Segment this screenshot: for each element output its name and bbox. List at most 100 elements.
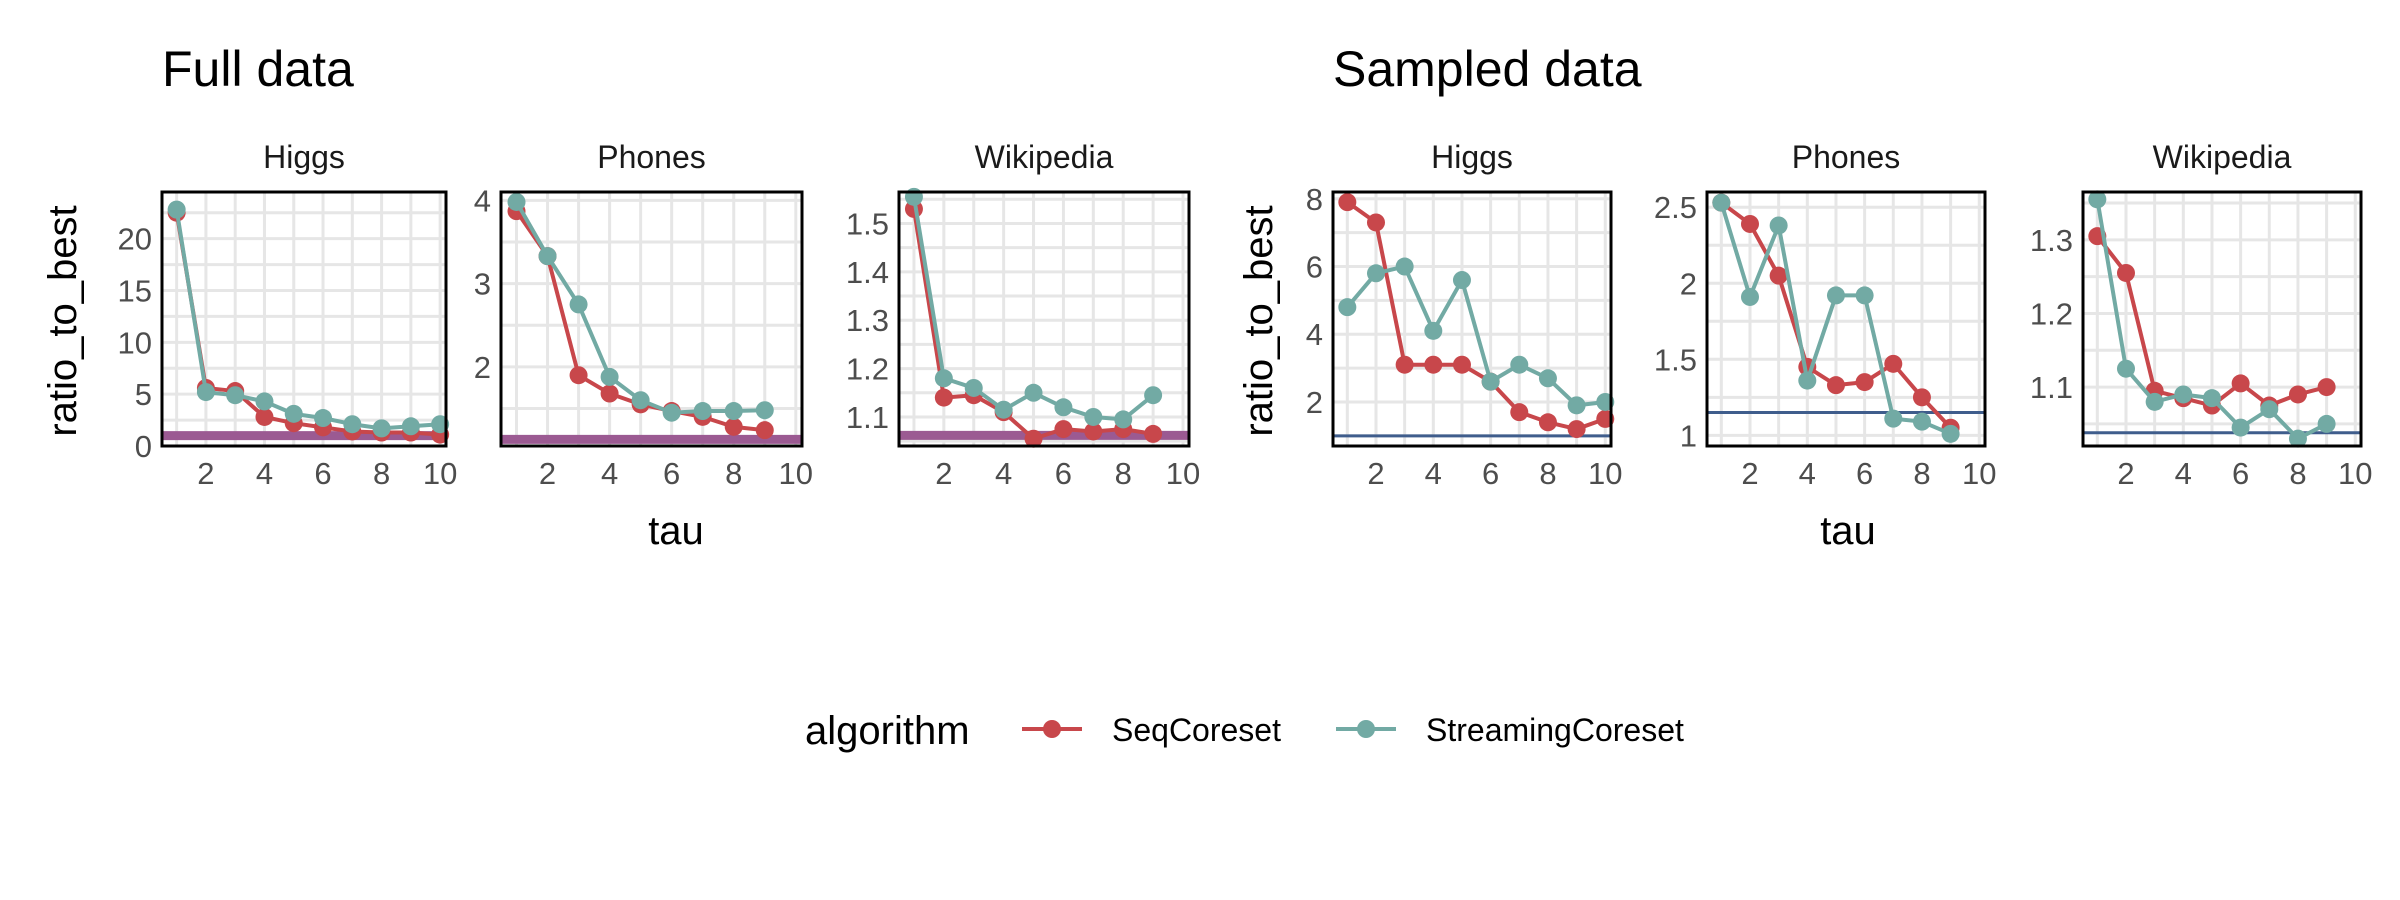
panel-frame-g0-p1 bbox=[499, 190, 804, 448]
panel-frame-g0-p2 bbox=[897, 190, 1191, 448]
point-g1-p1-seqcoreset-6 bbox=[1884, 354, 1903, 373]
point-g1-p1-seqcoreset-1 bbox=[1740, 214, 1759, 233]
point-g0-p2-seqcoreset-4 bbox=[1024, 429, 1043, 448]
panel-frame-g0-p0 bbox=[160, 190, 448, 448]
y-tick-label-g1-p0-1: 4 bbox=[1306, 317, 1323, 352]
point-g0-p2-streamingcoreset-2 bbox=[964, 378, 983, 397]
strip-label-g0-p1: Phones bbox=[597, 139, 706, 175]
point-g1-p0-streamingcoreset-8 bbox=[1567, 396, 1586, 415]
point-g0-p2-seqcoreset-1 bbox=[934, 388, 953, 407]
point-g1-p2-streamingcoreset-0 bbox=[2088, 190, 2107, 209]
point-g1-p0-streamingcoreset-0 bbox=[1338, 298, 1357, 317]
point-g0-p0-streamingcoreset-1 bbox=[196, 383, 215, 402]
point-g1-p0-streamingcoreset-3 bbox=[1424, 321, 1443, 340]
x-tick-label-g1-p1-0: 2 bbox=[1741, 456, 1758, 491]
strip-label-g1-p1: Phones bbox=[1792, 139, 1901, 175]
y-tick-label-g1-p1-2: 2 bbox=[1680, 266, 1697, 301]
legend-title: algorithm bbox=[805, 709, 970, 753]
point-g1-p0-streamingcoreset-7 bbox=[1538, 369, 1557, 388]
legend-item-streamingcoreset: StreamingCoreset bbox=[1336, 712, 1684, 748]
point-g1-p0-streamingcoreset-1 bbox=[1366, 264, 1385, 283]
panel-frame-g1-p0 bbox=[1331, 190, 1613, 448]
point-g0-p2-streamingcoreset-3 bbox=[994, 400, 1013, 419]
legend-key-point-streamingcoreset bbox=[1357, 720, 1375, 738]
x-tick-label-g1-p0-1: 4 bbox=[1425, 456, 1442, 491]
point-g0-p1-streamingcoreset-3 bbox=[600, 367, 619, 386]
point-g0-p1-seqcoreset-3 bbox=[600, 384, 619, 403]
point-g1-p0-seqcoreset-3 bbox=[1424, 355, 1443, 374]
x-tick-label-g0-p1-3: 8 bbox=[725, 456, 742, 491]
point-g0-p0-streamingcoreset-2 bbox=[226, 386, 245, 405]
x-tick-label-g1-p1-2: 6 bbox=[1856, 456, 1873, 491]
point-g0-p2-streamingcoreset-1 bbox=[934, 369, 953, 388]
point-g0-p1-streamingcoreset-6 bbox=[693, 402, 712, 421]
y-tick-label-g0-p0-2: 10 bbox=[118, 325, 152, 360]
point-g1-p0-seqcoreset-8 bbox=[1567, 420, 1586, 439]
legend-key-point-seqcoreset bbox=[1043, 720, 1061, 738]
point-g0-p1-streamingcoreset-0 bbox=[507, 192, 526, 211]
point-g0-p1-streamingcoreset-7 bbox=[724, 402, 743, 421]
x-tick-label-g0-p0-0: 2 bbox=[197, 456, 214, 491]
panel-g0-p1-phones: Phones 2 4 6 8 10 2 3 4 bbox=[474, 139, 813, 491]
point-g1-p1-streamingcoreset-3 bbox=[1798, 371, 1817, 390]
x-tick-label-g1-p0-0: 2 bbox=[1367, 456, 1384, 491]
y-tick-label-g0-p2-0: 1.1 bbox=[846, 400, 889, 435]
point-g0-p2-streamingcoreset-6 bbox=[1084, 407, 1103, 426]
point-g1-p1-seqcoreset-7 bbox=[1912, 388, 1931, 407]
x-tick-label-g0-p1-1: 4 bbox=[601, 456, 618, 491]
series-line-g1-p0-streamingcoreset bbox=[1345, 264, 1606, 408]
x-tick-label-g1-p2-2: 6 bbox=[2232, 456, 2249, 491]
point-g1-p2-streamingcoreset-1 bbox=[2116, 359, 2135, 378]
point-g1-p0-seqcoreset-0 bbox=[1338, 193, 1357, 212]
strip-label-g0-p2: Wikipedia bbox=[975, 139, 1114, 175]
y-tick-label-g0-p0-0: 0 bbox=[135, 429, 152, 464]
point-g1-p1-streamingcoreset-2 bbox=[1769, 216, 1788, 235]
panel-frame-g1-p2 bbox=[2081, 190, 2363, 448]
series-line-g0-p0-seqcoreset bbox=[174, 212, 441, 437]
point-g0-p1-seqcoreset-2 bbox=[569, 366, 588, 385]
point-g1-p2-streamingcoreset-6 bbox=[2260, 400, 2279, 419]
point-g1-p2-seqcoreset-1 bbox=[2116, 263, 2135, 282]
point-g0-p2-streamingcoreset-5 bbox=[1054, 398, 1073, 417]
y-tick-label-g0-p0-3: 15 bbox=[118, 273, 152, 308]
series-line-g0-p0-streamingcoreset bbox=[174, 209, 441, 431]
point-g1-p0-seqcoreset-4 bbox=[1452, 355, 1471, 374]
point-g1-p1-seqcoreset-2 bbox=[1769, 266, 1788, 285]
y-tick-label-g0-p2-3: 1.4 bbox=[846, 255, 889, 290]
point-g1-p2-streamingcoreset-3 bbox=[2174, 385, 2193, 404]
group-title-sampled: Sampled data bbox=[1333, 41, 1642, 97]
point-g1-p1-seqcoreset-5 bbox=[1855, 373, 1874, 392]
point-g0-p1-streamingcoreset-4 bbox=[631, 391, 650, 410]
y-tick-label-g1-p0-3: 8 bbox=[1306, 182, 1323, 217]
point-g0-p2-seqcoreset-5 bbox=[1054, 420, 1073, 439]
x-tick-label-g0-p0-1: 4 bbox=[256, 456, 273, 491]
x-tick-label-g1-p0-3: 8 bbox=[1539, 456, 1556, 491]
y-tick-label-g0-p2-1: 1.2 bbox=[846, 352, 889, 387]
point-g0-p1-streamingcoreset-5 bbox=[662, 403, 681, 422]
x-tick-label-g0-p1-4: 10 bbox=[779, 456, 813, 491]
x-tick-label-g1-p2-3: 8 bbox=[2289, 456, 2306, 491]
point-g0-p0-seqcoreset-3 bbox=[255, 407, 274, 426]
point-g1-p0-streamingcoreset-6 bbox=[1510, 355, 1529, 374]
point-g0-p2-streamingcoreset-7 bbox=[1114, 410, 1133, 429]
x-tick-label-g0-p0-4: 10 bbox=[423, 456, 457, 491]
point-g0-p0-streamingcoreset-4 bbox=[284, 404, 303, 423]
x-tick-label-g0-p0-3: 8 bbox=[373, 456, 390, 491]
point-g0-p0-streamingcoreset-5 bbox=[314, 409, 333, 428]
point-g0-p2-streamingcoreset-8 bbox=[1144, 386, 1163, 405]
x-tick-label-g0-p2-1: 4 bbox=[995, 456, 1012, 491]
point-g1-p0-seqcoreset-6 bbox=[1510, 403, 1529, 422]
x-tick-label-g1-p2-0: 2 bbox=[2117, 456, 2134, 491]
point-g0-p1-seqcoreset-7 bbox=[724, 417, 743, 436]
panel-g1-p1-phones: Phones 2 4 6 8 10 1 1.5 2 2.5 bbox=[1654, 139, 1997, 491]
x-tick-label-g0-p0-2: 6 bbox=[314, 456, 331, 491]
y-tick-label-g1-p1-0: 1 bbox=[1680, 418, 1697, 453]
x-tick-label-g0-p2-3: 8 bbox=[1115, 456, 1132, 491]
point-g0-p2-seqcoreset-6 bbox=[1084, 422, 1103, 441]
point-g1-p1-streamingcoreset-7 bbox=[1912, 412, 1931, 431]
y-tick-label-g0-p0-4: 20 bbox=[118, 222, 152, 257]
y-tick-label-g1-p1-3: 2.5 bbox=[1654, 190, 1697, 225]
y-tick-label-g1-p1-1: 1.5 bbox=[1654, 342, 1697, 377]
point-g0-p0-streamingcoreset-0 bbox=[167, 200, 186, 219]
